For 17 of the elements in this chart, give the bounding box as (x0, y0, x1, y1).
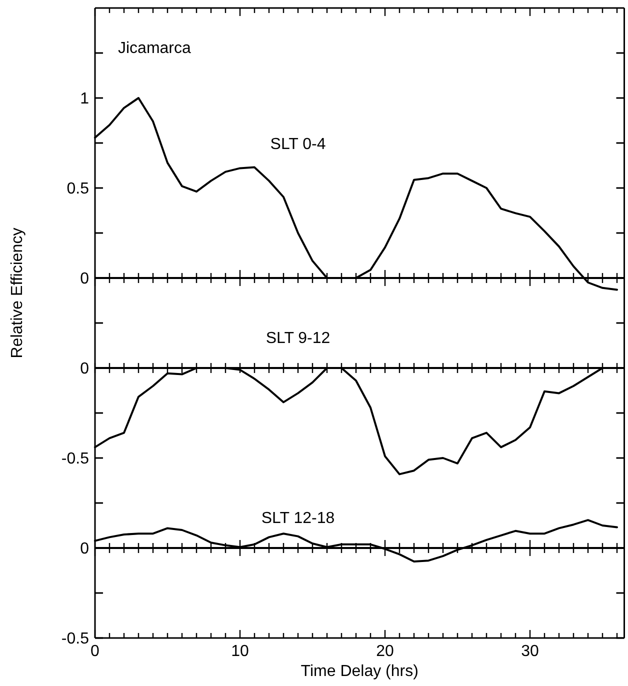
y-tick-label: -0.5 (61, 450, 90, 468)
y-axis-title: Relative Efficiency (9, 228, 26, 358)
y-tick-label: 0 (80, 360, 90, 378)
y-tick-label: -0.5 (61, 630, 90, 648)
text: SLT 0-4 (270, 136, 326, 153)
chart-title: SLT 9-12 (266, 330, 330, 347)
y-tick-label: 0.5 (66, 180, 90, 198)
y-tick-label: 0 (80, 270, 90, 288)
x-tick-label: 30 (521, 643, 539, 660)
x-axis-title: Time Delay (hrs) (300, 663, 418, 680)
annotation: Jicamarca (118, 40, 192, 57)
y-tick-label: 0 (80, 540, 90, 558)
chart-title: SLT 12-18 (261, 510, 335, 527)
x-tick-label: 20 (376, 643, 394, 660)
y-tick-label: 1 (80, 90, 90, 108)
x-tick-label: 0 (90, 643, 100, 660)
x-tick-label: 10 (231, 643, 249, 660)
